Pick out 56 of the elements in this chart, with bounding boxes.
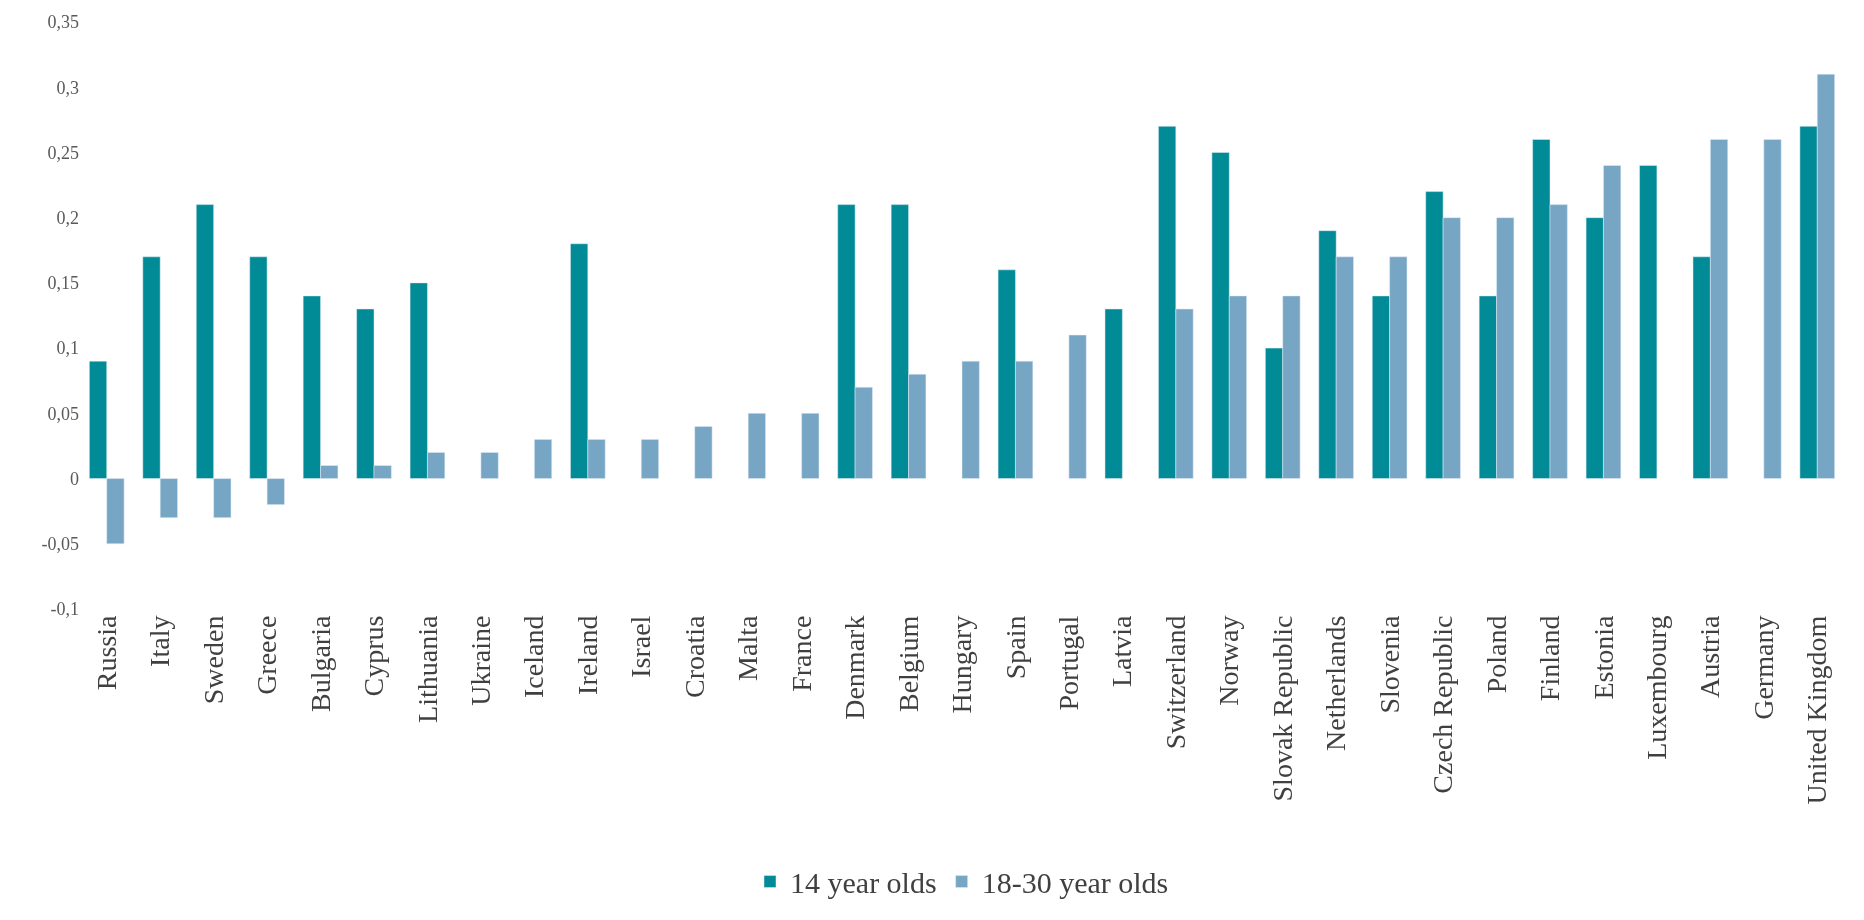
- x-tick-label: Greece: [251, 615, 283, 695]
- y-tick-label: 0,1: [56, 338, 79, 359]
- x-tick-label: Spain: [999, 615, 1031, 680]
- bar: [1639, 165, 1658, 479]
- x-tick-label: Hungary: [946, 615, 978, 714]
- x-tick-label: Malta: [732, 615, 764, 681]
- x-tick-label: Russia: [90, 615, 122, 691]
- x-tick-label: Luxembourg: [1641, 615, 1673, 760]
- bar: [641, 439, 659, 479]
- bar: [534, 439, 552, 479]
- x-tick-label: Lithuania: [411, 615, 443, 723]
- x-tick-label: Czech Republic: [1427, 615, 1459, 794]
- y-tick-label: 0,2: [56, 207, 79, 228]
- bar: [1068, 334, 1087, 479]
- y-tick-label: 0,05: [47, 403, 79, 424]
- legend-label: 14 year olds: [790, 866, 937, 900]
- x-tick-label: Finland: [1534, 615, 1566, 702]
- bar: [801, 413, 820, 479]
- x-tick-label: Norway: [1213, 615, 1245, 706]
- x-tick-label: Belgium: [892, 615, 924, 713]
- legend-label: 18-30 year olds: [981, 866, 1169, 900]
- x-tick-label: Italy: [144, 615, 176, 667]
- x-tick-label: Slovenia: [1373, 615, 1405, 714]
- y-tick-label: 0,25: [47, 142, 79, 163]
- y-tick-label: 0: [70, 468, 79, 489]
- x-tick-label: Ireland: [571, 615, 603, 695]
- x-tick-label: Ukraine: [465, 615, 497, 706]
- bar: [480, 452, 499, 479]
- x-tick-label: Portugal: [1053, 615, 1085, 711]
- x-tick-label: Slovak Republic: [1266, 615, 1298, 802]
- x-tick-label: Denmark: [839, 615, 871, 720]
- x-tick-label: Latvia: [1106, 615, 1138, 688]
- bar: [694, 426, 713, 479]
- x-tick-label: Cyprus: [358, 615, 390, 697]
- y-tick-label: 0,3: [56, 77, 79, 98]
- x-tick-label: Iceland: [518, 615, 550, 698]
- x-tick-label: Netherlands: [1320, 615, 1352, 751]
- x-tick-label: France: [785, 615, 817, 692]
- x-tick-label: Sweden: [197, 615, 229, 705]
- x-tick-label: Croatia: [678, 615, 710, 699]
- bar: [1104, 308, 1123, 479]
- bar: [961, 360, 980, 479]
- x-tick-label: Poland: [1480, 615, 1512, 694]
- x-tick-label: Austria: [1694, 615, 1726, 699]
- x-tick-label: Switzerland: [1159, 615, 1191, 750]
- y-tick-label: 0,15: [47, 273, 79, 294]
- x-tick-label: Estonia: [1587, 615, 1619, 700]
- y-tick-label: -0,05: [41, 534, 79, 555]
- bar: [1763, 139, 1782, 479]
- x-tick-label: Germany: [1747, 615, 1779, 720]
- y-tick-label: -0,1: [50, 599, 79, 620]
- x-tick-label: United Kingdom: [1801, 615, 1833, 805]
- y-tick-label: 0,35: [47, 12, 79, 33]
- bar: [747, 413, 766, 479]
- x-tick-label: Bulgaria: [304, 615, 336, 713]
- x-tick-label: Israel: [625, 615, 657, 678]
